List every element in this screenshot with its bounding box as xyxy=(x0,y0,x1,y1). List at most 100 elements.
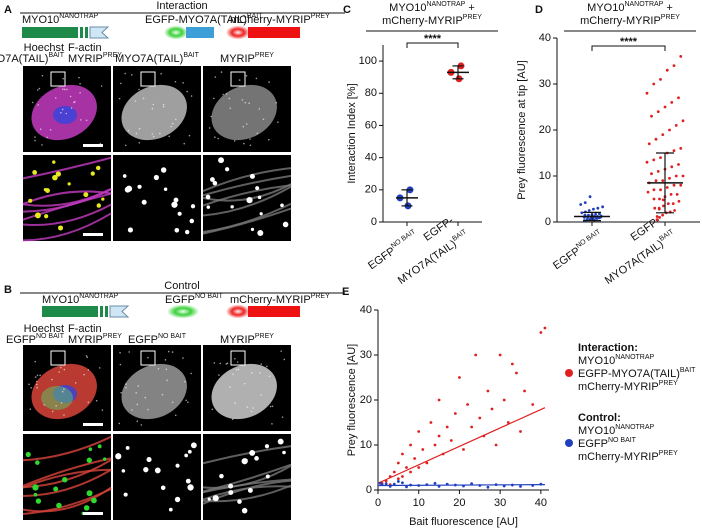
data-point xyxy=(478,416,482,420)
puncta xyxy=(241,99,244,101)
superscript: NO BAIT xyxy=(608,437,637,444)
cell xyxy=(121,363,187,420)
puncta xyxy=(234,402,237,404)
puncta xyxy=(101,409,104,411)
puncta xyxy=(43,187,48,192)
puncta xyxy=(163,187,168,191)
zoom-box xyxy=(140,71,156,87)
puncta xyxy=(268,138,270,141)
data-point xyxy=(681,174,685,178)
data-point xyxy=(650,114,653,118)
filament xyxy=(202,207,292,235)
data-point xyxy=(445,425,449,429)
data-point xyxy=(466,403,469,406)
puncta xyxy=(86,356,89,358)
puncta xyxy=(44,214,49,219)
micrograph xyxy=(203,155,291,241)
channel-label: EGFPNO BAIT xyxy=(128,333,187,346)
puncta xyxy=(119,351,121,354)
data-point xyxy=(429,421,433,424)
puncta xyxy=(225,93,228,95)
data-point xyxy=(679,147,683,150)
puncta xyxy=(277,121,279,123)
data-point xyxy=(650,172,653,176)
puncta xyxy=(55,171,61,177)
puncta xyxy=(164,359,167,361)
fit-line xyxy=(377,407,546,484)
puncta xyxy=(258,108,261,110)
puncta xyxy=(184,380,186,383)
puncta xyxy=(157,367,160,370)
puncta xyxy=(78,76,80,79)
puncta xyxy=(147,408,149,411)
puncta xyxy=(189,218,195,224)
superscript: PREY xyxy=(103,333,122,340)
puncta xyxy=(101,197,105,201)
data-point xyxy=(515,371,518,375)
puncta xyxy=(36,374,39,377)
puncta xyxy=(174,496,181,503)
puncta xyxy=(280,203,284,208)
y-tick-label: 20 xyxy=(539,124,551,136)
puncta xyxy=(127,227,134,233)
x-tick-label: 30 xyxy=(494,497,506,509)
text-part: F-actin xyxy=(68,42,102,54)
puncta xyxy=(214,76,217,78)
puncta xyxy=(83,192,89,198)
data-point xyxy=(421,448,425,451)
filament xyxy=(202,485,292,501)
puncta xyxy=(119,363,122,366)
filament xyxy=(202,463,292,493)
puncta xyxy=(30,386,33,389)
puncta xyxy=(237,368,240,371)
channel-label: MYRIPPREY xyxy=(220,333,274,346)
channel-label: MYRIPPREY xyxy=(68,52,122,65)
puncta xyxy=(154,467,161,474)
data-point xyxy=(531,403,535,406)
puncta xyxy=(229,386,231,388)
data-point xyxy=(543,326,547,330)
data-point xyxy=(601,205,605,209)
zoom-box xyxy=(50,71,66,87)
puncta xyxy=(153,174,159,181)
filament xyxy=(22,212,112,242)
puncta xyxy=(233,140,236,142)
puncta xyxy=(168,507,173,512)
construct-label: mCherry-MYRIPPREY xyxy=(230,13,330,26)
data-point xyxy=(679,183,683,187)
chart-title: mCherry-MYRIPPREY xyxy=(580,14,680,27)
text-part: MYRIP xyxy=(220,334,255,346)
puncta xyxy=(237,499,242,504)
puncta xyxy=(90,171,95,176)
puncta xyxy=(226,362,229,365)
data-point xyxy=(669,193,673,196)
legend-marker xyxy=(565,439,573,447)
puncta xyxy=(268,375,271,378)
data-point xyxy=(417,430,421,433)
puncta xyxy=(141,199,147,205)
superscript: BAIT xyxy=(658,228,675,243)
puncta xyxy=(43,404,46,406)
puncta xyxy=(65,112,68,115)
puncta xyxy=(67,182,71,186)
filament xyxy=(202,484,292,503)
chart-title: mCherry-MYRIPPREY xyxy=(382,14,482,27)
data-point xyxy=(453,412,457,415)
puncta xyxy=(58,371,61,373)
chart-title: MYO10NANOTRAP + xyxy=(389,1,475,14)
puncta xyxy=(162,105,165,108)
data-point xyxy=(679,55,683,58)
data-point xyxy=(579,203,583,206)
y-tick-label: 0 xyxy=(545,216,551,228)
puncta xyxy=(63,388,65,391)
x-tick-label: 20 xyxy=(453,497,465,509)
panel-letter: B xyxy=(4,284,12,296)
data-point xyxy=(409,470,412,474)
puncta xyxy=(244,101,247,104)
puncta xyxy=(238,79,241,81)
puncta xyxy=(28,383,30,386)
puncta xyxy=(86,490,93,497)
superscript: PREY xyxy=(103,52,122,59)
x-axis-label: Bait fluorescence [AU] xyxy=(409,516,518,528)
data-point xyxy=(401,475,404,478)
